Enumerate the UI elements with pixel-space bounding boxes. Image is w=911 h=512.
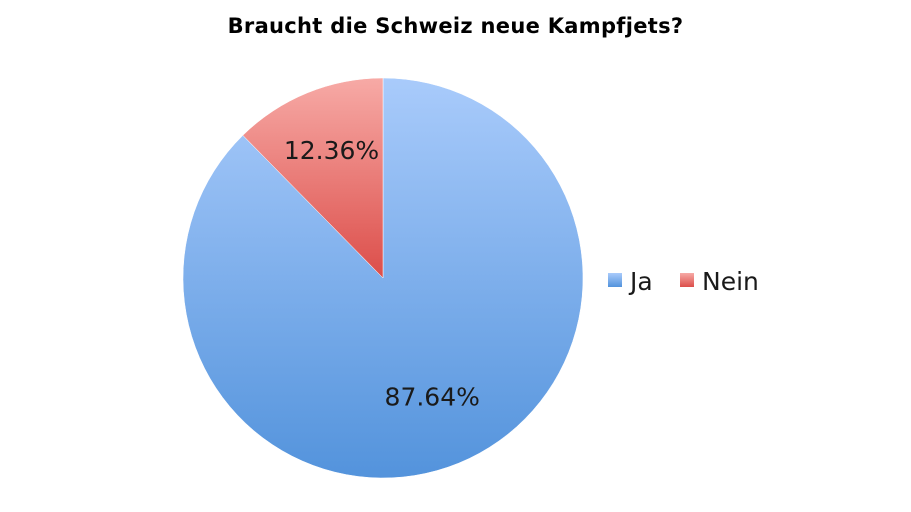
pie-slice-nein	[242, 77, 384, 279]
data-label-nein: 12.36%	[284, 136, 379, 165]
legend-swatch-nein	[680, 273, 694, 287]
chart-title: Braucht die Schweiz neue Kampfjets?	[227, 14, 684, 38]
legend-label-ja: Ja	[628, 267, 653, 296]
data-label-ja: 87.64%	[385, 382, 480, 411]
legend-swatch-ja	[608, 273, 622, 287]
legend-label-nein: Nein	[702, 267, 759, 296]
legend: Ja Nein	[608, 267, 759, 296]
pie-slices	[182, 77, 584, 479]
pie-data-labels: 87.64% 12.36%	[284, 136, 480, 411]
